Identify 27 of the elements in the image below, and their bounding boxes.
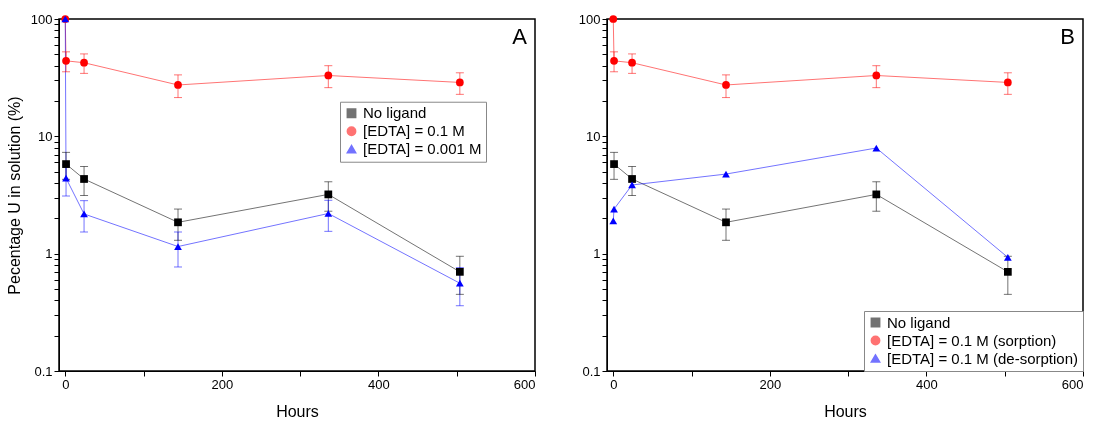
x-tick-label: 600 [513,376,536,392]
legend-label: [EDTA] = 0.1 M (de-sorption) [887,349,1079,367]
y-axis-title: Pecentage U in solution (%) [5,96,23,295]
y-tick-label: 10 [586,128,601,144]
y-tick-label: 1 [45,246,53,262]
legend-label: No ligand [363,104,427,122]
annotation: A [512,24,528,49]
x-tick-label: 400 [916,376,938,392]
legend-label: [EDTA] = 0.1 M (sorption) [887,331,1057,349]
legend-label: No ligand [887,313,951,331]
legend-label: [EDTA] = 0.001 M [363,140,482,158]
x-tick-label: 0 [610,376,618,392]
y-tick-label: 0.1 [34,363,53,379]
annotation: B [1060,24,1075,49]
y-tick-label: 10 [38,128,53,144]
x-tick-label: 0 [62,376,70,392]
y-tick-label: 100 [30,11,53,27]
y-tick-label: 100 [578,11,601,27]
x-axis-title: Hours [276,402,319,420]
x-tick-label: 600 [1061,376,1084,392]
y-tick-label: 0.1 [582,363,601,379]
x-tick-label: 200 [211,376,234,392]
y-tick-label: 1 [593,246,601,262]
x-tick-label: 200 [759,376,782,392]
legend-label: [EDTA] = 0.1 M [363,122,465,140]
x-tick-label: 400 [368,376,390,392]
x-axis-title: Hours [824,402,867,420]
